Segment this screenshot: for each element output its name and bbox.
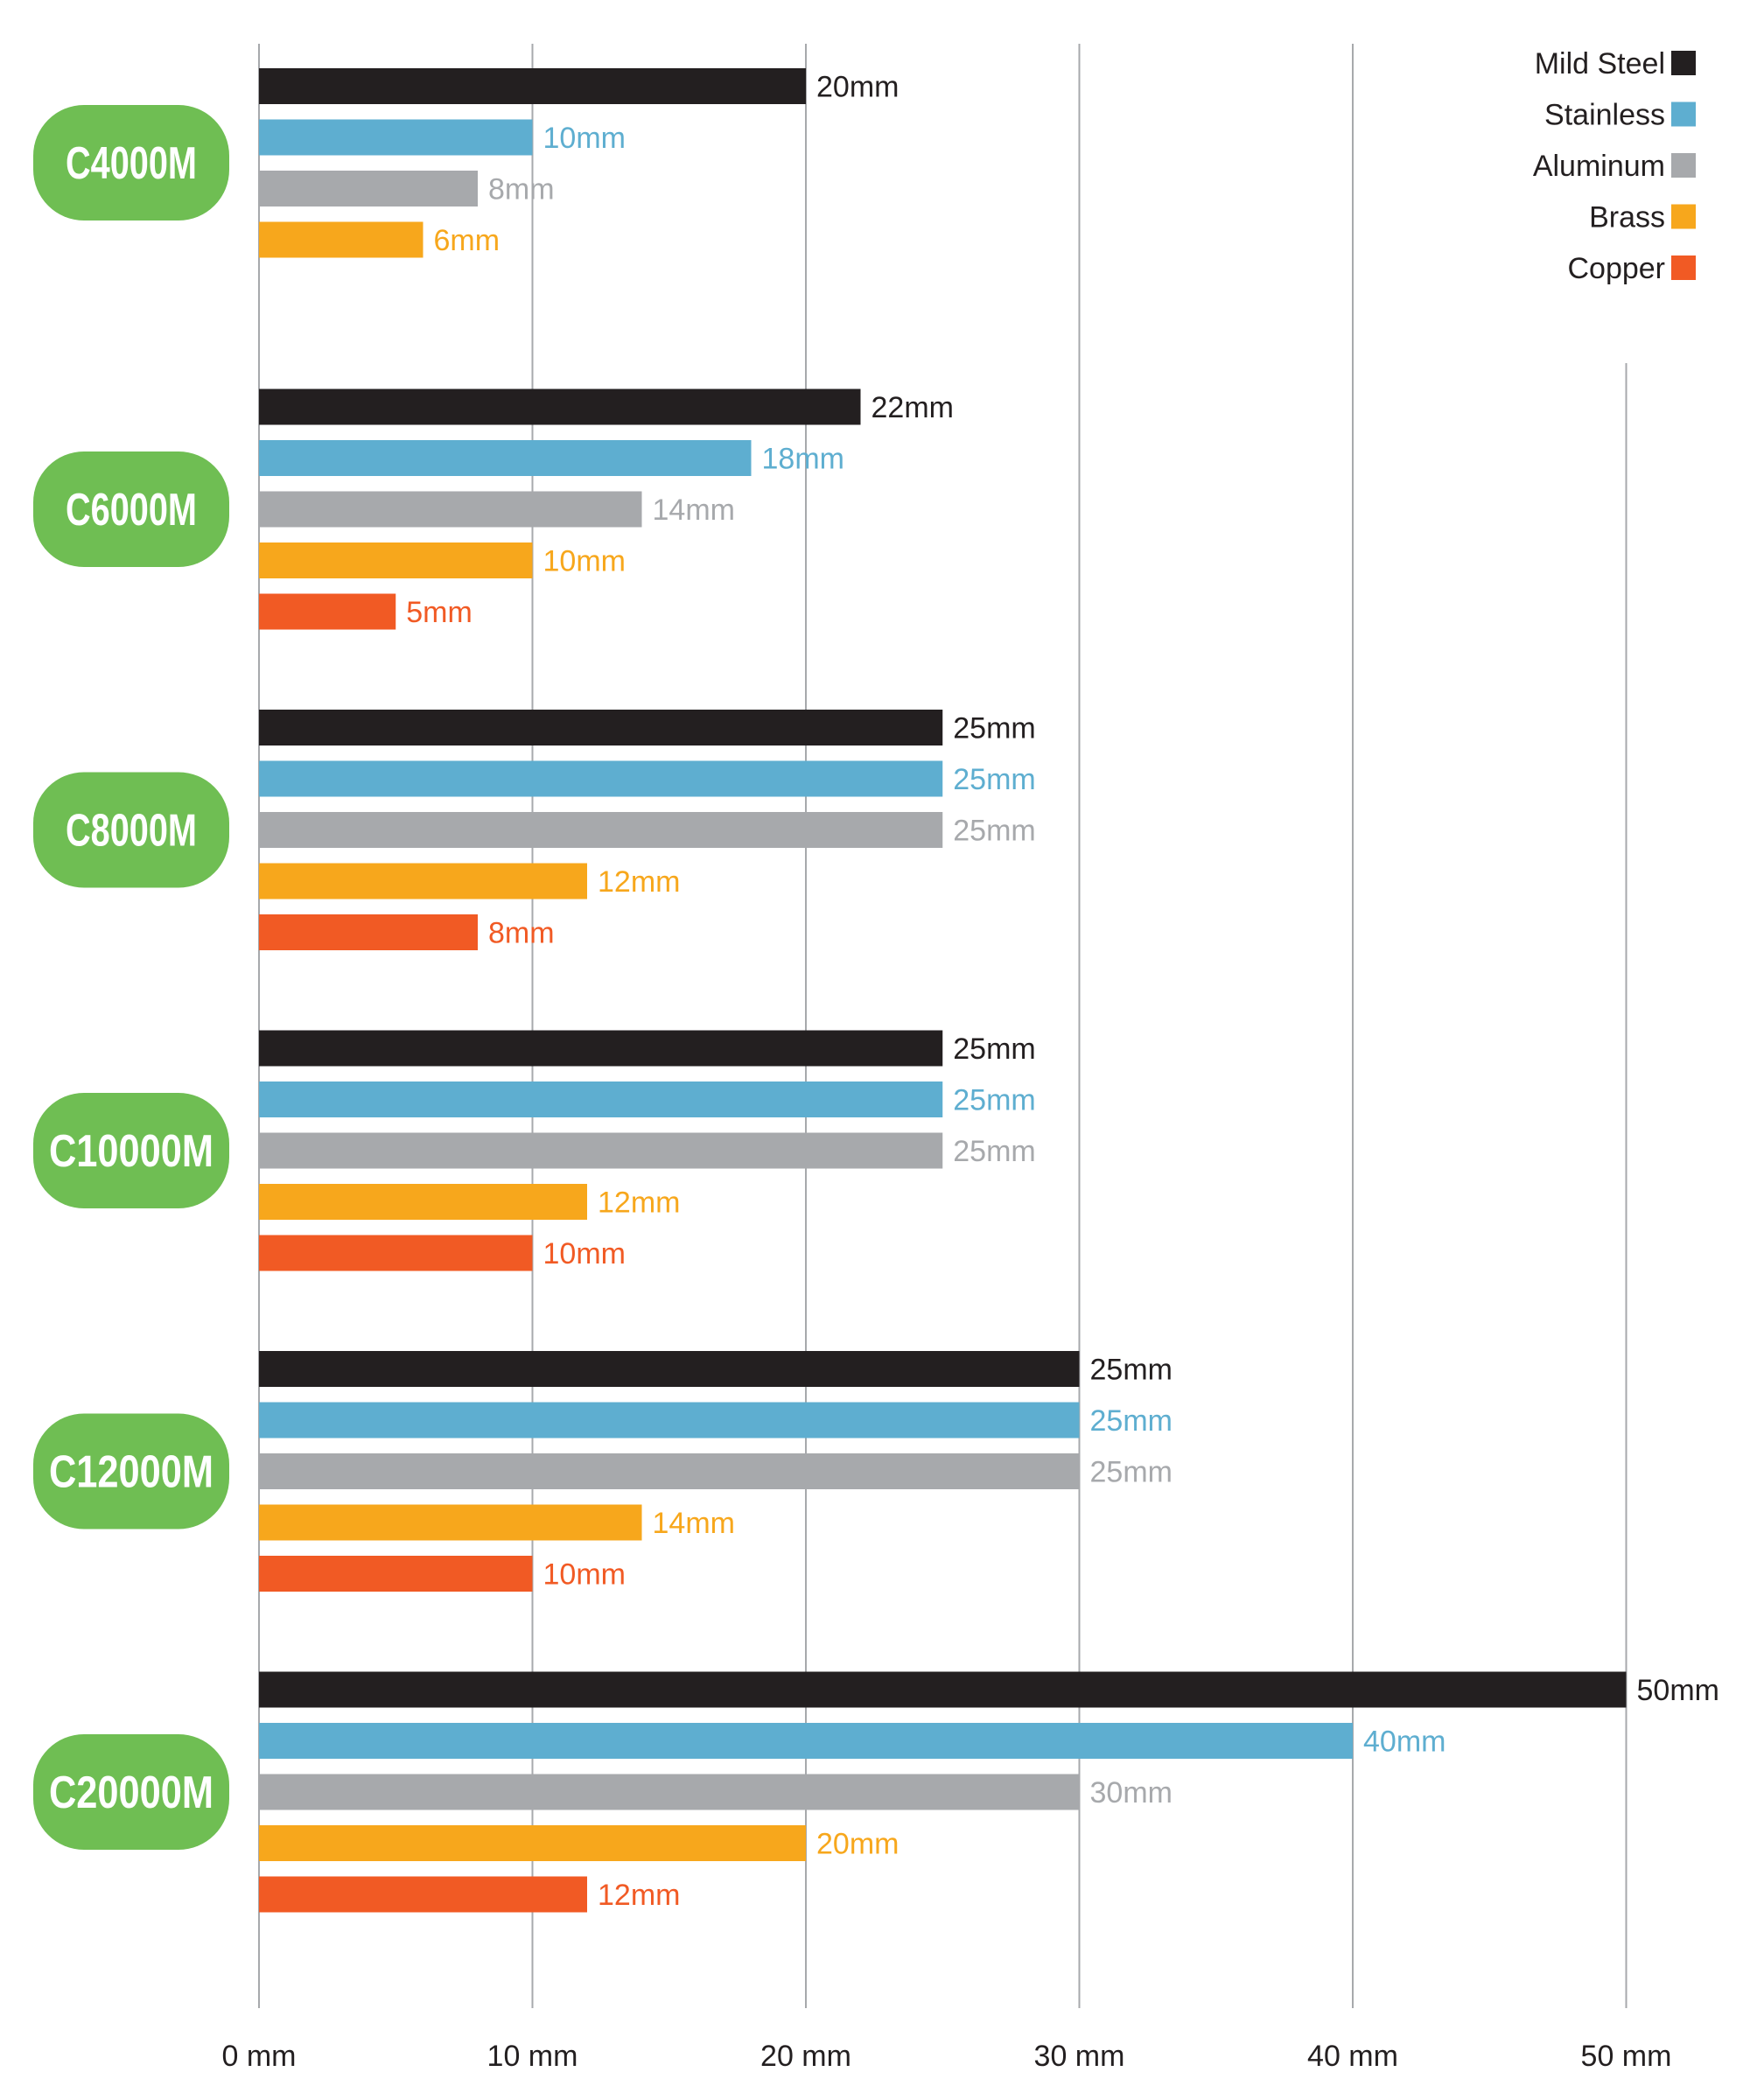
- group-label: C4000M: [66, 138, 197, 189]
- bar-c12000m-aluminum: [259, 1453, 1080, 1489]
- bar-c8000m-copper: [259, 914, 478, 950]
- group-badge: [33, 452, 229, 567]
- legend-label: Aluminum: [1533, 150, 1665, 183]
- value-label: 12mm: [598, 1879, 680, 1912]
- bar-c12000m-brass: [259, 1504, 642, 1541]
- group-badge: [33, 1093, 229, 1208]
- value-label: 8mm: [488, 173, 555, 206]
- value-label: 10mm: [543, 1237, 626, 1270]
- value-label: 25mm: [953, 1135, 1035, 1168]
- legend-swatch: [1671, 51, 1696, 75]
- group-badge: [33, 1734, 229, 1850]
- value-label: 25mm: [953, 1032, 1035, 1066]
- legend-swatch: [1671, 102, 1696, 127]
- bar-c10000m-copper: [259, 1235, 533, 1271]
- value-label: 18mm: [762, 443, 844, 476]
- bar-c8000m-mild-steel: [259, 710, 943, 746]
- value-label: 30mm: [1090, 1776, 1172, 1810]
- legend: Mild Steel Stainless Aluminum Brass Copper: [1533, 47, 1696, 285]
- bar-c6000m-brass: [259, 542, 533, 578]
- bar-c4000m-stainless: [259, 119, 533, 156]
- group-labels: C4000M C6000M C8000M C10000M C12000M C20000M: [33, 105, 229, 1850]
- bar-c4000m-aluminum: [259, 171, 478, 206]
- value-label: 14mm: [653, 1507, 735, 1540]
- bar-c12000m-mild-steel: [259, 1351, 1080, 1387]
- gridlines: [258, 44, 1628, 2008]
- group-label: C10000M: [49, 1126, 214, 1177]
- value-label: 25mm: [953, 815, 1035, 848]
- bar-c10000m-mild-steel: [259, 1030, 943, 1067]
- value-label: 10mm: [543, 545, 626, 578]
- bar-c10000m-aluminum: [259, 1132, 943, 1169]
- value-label: 25mm: [953, 1084, 1035, 1117]
- bars: 20mm 10mm 8mm 6mm 22mm 18mm 14mm 10mm 5mm 25mm 25m…: [259, 68, 1719, 1913]
- value-label: 20mm: [816, 1828, 899, 1861]
- bar-c20000m-mild-steel: [259, 1671, 1627, 1708]
- value-label: 25mm: [1090, 1456, 1172, 1489]
- legend-swatch: [1671, 153, 1696, 178]
- x-axis-tick-labels: 0 mm 10 mm 20 mm 30 mm 40 mm 50 mm: [222, 2040, 1672, 2073]
- legend-label: Mild Steel: [1535, 47, 1665, 80]
- value-label: 6mm: [434, 224, 500, 257]
- bar-c6000m-copper: [259, 593, 396, 630]
- bar-c20000m-aluminum: [259, 1774, 1080, 1810]
- value-label: 12mm: [598, 865, 680, 899]
- bar-c8000m-aluminum: [259, 812, 943, 848]
- tick-label: 50 mm: [1581, 2040, 1672, 2073]
- bar-c20000m-brass: [259, 1825, 806, 1861]
- value-label: 12mm: [598, 1186, 680, 1220]
- value-label: 40mm: [1363, 1726, 1446, 1759]
- group-badge: [33, 1413, 229, 1530]
- tick-label: 30 mm: [1034, 2040, 1125, 2073]
- group-label: C6000M: [66, 485, 197, 536]
- value-label: 8mm: [488, 917, 555, 950]
- bar-c8000m-brass: [259, 863, 587, 900]
- bar-c4000m-mild-steel: [259, 68, 806, 104]
- bar-c10000m-brass: [259, 1184, 587, 1220]
- value-label: 25mm: [953, 712, 1035, 746]
- tick-label: 10 mm: [487, 2040, 578, 2073]
- value-label: 10mm: [543, 1558, 626, 1592]
- bar-c6000m-stainless: [259, 440, 752, 476]
- group-label: C20000M: [49, 1768, 214, 1818]
- value-label: 5mm: [406, 596, 472, 629]
- bar-c4000m-brass: [259, 221, 424, 258]
- legend-label: Brass: [1589, 201, 1665, 234]
- bar-c6000m-aluminum: [259, 491, 642, 528]
- bar-c12000m-copper: [259, 1556, 533, 1592]
- tick-label: 0 mm: [222, 2040, 297, 2073]
- tick-label: 20 mm: [760, 2040, 851, 2073]
- value-label: 50mm: [1637, 1674, 1719, 1707]
- value-label: 10mm: [543, 122, 626, 155]
- value-label: 20mm: [816, 71, 899, 104]
- legend-label: Copper: [1567, 252, 1665, 285]
- bar-c10000m-stainless: [259, 1082, 943, 1117]
- legend-swatch: [1671, 256, 1696, 280]
- bar-c20000m-stainless: [259, 1723, 1353, 1759]
- bar-c20000m-copper: [259, 1876, 587, 1913]
- group-badge: [33, 105, 229, 220]
- bar-c12000m-stainless: [259, 1402, 1080, 1438]
- value-label: 25mm: [1090, 1354, 1172, 1387]
- legend-label: Stainless: [1544, 99, 1665, 132]
- group-label: C12000M: [49, 1447, 214, 1498]
- legend-swatch: [1671, 204, 1696, 229]
- tick-label: 40 mm: [1307, 2040, 1398, 2073]
- bar-c6000m-mild-steel: [259, 388, 861, 425]
- bar-c8000m-stainless: [259, 760, 943, 797]
- value-label: 25mm: [953, 763, 1035, 796]
- value-label: 22mm: [872, 391, 954, 424]
- value-label: 25mm: [1090, 1404, 1172, 1438]
- group-badge: [33, 772, 229, 888]
- group-label: C8000M: [66, 806, 197, 857]
- value-label: 14mm: [653, 494, 735, 527]
